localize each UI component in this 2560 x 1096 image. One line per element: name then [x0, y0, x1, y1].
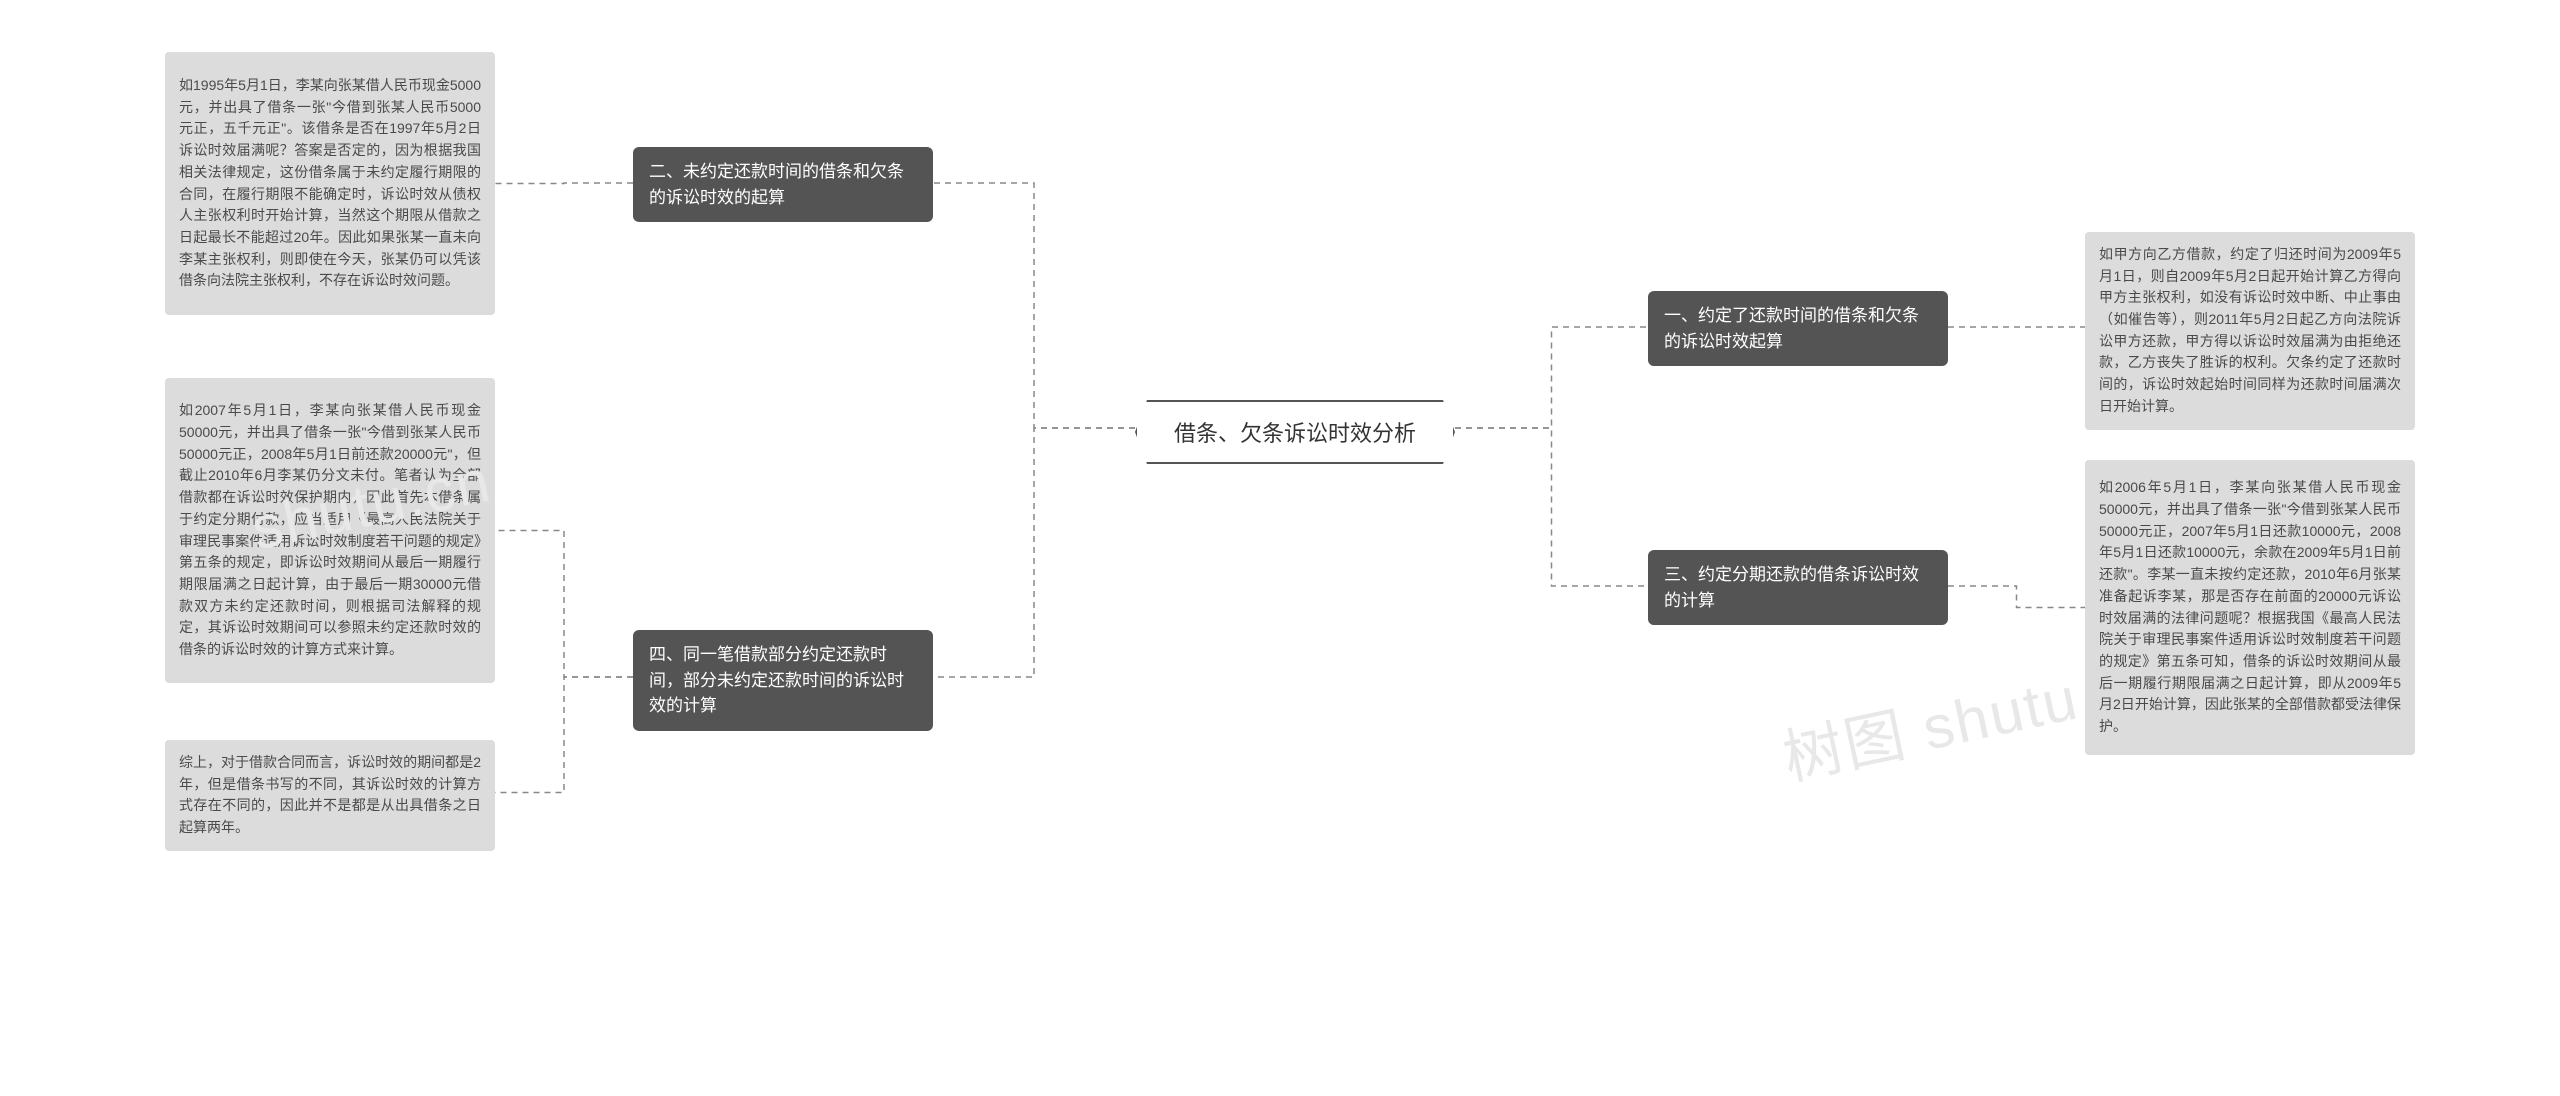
branch-b1-label: 一、约定了还款时间的借条和欠条的诉讼时效起算 — [1664, 303, 1932, 354]
leaf-b1l1: 如甲方向乙方借款，约定了归还时间为2009年5月1日，则自2009年5月2日起开… — [2085, 232, 2415, 430]
watermark: 树图 shutu — [1774, 650, 2085, 797]
connector — [1455, 428, 1648, 586]
branch-b4: 四、同一笔借款部分约定还款时间，部分未约定还款时间的诉讼时效的计算 — [633, 630, 933, 731]
leaf-b4l1: 如2007年5月1日，李某向张某借人民币现金50000元，并出具了借条一张"今借… — [165, 378, 495, 683]
leaf-b4l2-label: 综上，对于借款合同而言，诉讼时效的期间都是2年，但是借条书写的不同，其诉讼时效的… — [179, 752, 481, 839]
branch-b1: 一、约定了还款时间的借条和欠条的诉讼时效起算 — [1648, 291, 1948, 366]
connector — [495, 531, 633, 678]
leaf-b2l1-label: 如1995年5月1日，李某向张某借人民币现金5000元，并出具了借条一张"今借到… — [179, 75, 481, 292]
connector — [1948, 586, 2085, 608]
root-node-label: 借条、欠条诉讼时效分析 — [1174, 416, 1416, 448]
connector — [933, 428, 1135, 677]
root-node: 借条、欠条诉讼时效分析 — [1135, 400, 1455, 464]
connector — [1455, 327, 1648, 428]
leaf-b3l1: 如2006年5月1日，李某向张某借人民币现金50000元，并出具了借条一张"今借… — [2085, 460, 2415, 755]
leaf-b4l1-label: 如2007年5月1日，李某向张某借人民币现金50000元，并出具了借条一张"今借… — [179, 400, 481, 660]
branch-b4-label: 四、同一笔借款部分约定还款时间，部分未约定还款时间的诉讼时效的计算 — [649, 642, 917, 719]
connector — [933, 183, 1135, 428]
leaf-b2l1: 如1995年5月1日，李某向张某借人民币现金5000元，并出具了借条一张"今借到… — [165, 52, 495, 315]
leaf-b4l2: 综上，对于借款合同而言，诉讼时效的期间都是2年，但是借条书写的不同，其诉讼时效的… — [165, 740, 495, 851]
branch-b3: 三、约定分期还款的借条诉讼时效的计算 — [1648, 550, 1948, 625]
branch-b3-label: 三、约定分期还款的借条诉讼时效的计算 — [1664, 562, 1932, 613]
connector — [495, 677, 633, 793]
branch-b2: 二、未约定还款时间的借条和欠条的诉讼时效的起算 — [633, 147, 933, 222]
branch-b2-label: 二、未约定还款时间的借条和欠条的诉讼时效的起算 — [649, 159, 917, 210]
leaf-b1l1-label: 如甲方向乙方借款，约定了归还时间为2009年5月1日，则自2009年5月2日起开… — [2099, 244, 2401, 418]
leaf-b3l1-label: 如2006年5月1日，李某向张某借人民币现金50000元，并出具了借条一张"今借… — [2099, 477, 2401, 737]
connector — [495, 183, 633, 184]
